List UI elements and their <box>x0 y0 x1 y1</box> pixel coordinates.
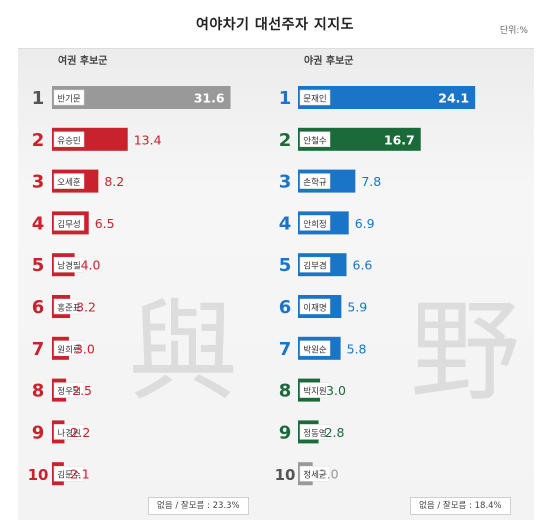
opposition-name-chip <box>299 340 331 357</box>
opposition-rank-label: 9 <box>279 422 292 443</box>
ruling-rank-label: 8 <box>32 381 45 402</box>
opposition-value-label: 2.0 <box>319 467 339 482</box>
ruling-value-label: 13.4 <box>134 132 162 147</box>
ruling-value-label: 3.0 <box>75 341 95 356</box>
ruling-rank-label: 5 <box>32 255 45 276</box>
ruling-name-chip <box>53 465 85 482</box>
opposition-value-label: 7.8 <box>361 174 381 189</box>
opposition-value-label: 24.1 <box>438 91 469 106</box>
ruling-value-label: 2.5 <box>72 383 92 398</box>
opposition-name-chip <box>299 382 331 398</box>
ruling-rank-label: 6 <box>32 297 45 318</box>
opposition-category-label: 문재인 <box>303 94 326 105</box>
ruling-value-label: 6.5 <box>95 216 115 231</box>
opposition-category-label: 이재명 <box>303 303 326 314</box>
opposition-name-chip <box>299 215 331 231</box>
ruling-rank-label: 7 <box>32 339 45 360</box>
ruling-rank-label: 4 <box>32 213 45 234</box>
ruling-category-label: 나경원 <box>57 428 80 439</box>
opposition-bar <box>298 86 476 109</box>
opposition-value-label: 6.9 <box>355 216 375 231</box>
ruling-rank-label: 3 <box>32 172 45 193</box>
ruling-category-label: 반기문 <box>57 94 81 105</box>
opposition-name-chip <box>299 298 331 315</box>
opposition-name-chip <box>299 173 331 189</box>
ruling-value-label: 31.6 <box>194 91 225 106</box>
unit-label: 단위:% <box>499 26 528 36</box>
opposition-rank-label: 6 <box>279 297 292 318</box>
opposition-value-label: 2.8 <box>325 425 345 440</box>
ruling-group-label: 여권 후보군 <box>58 56 108 67</box>
opposition-category-label: 안희정 <box>303 219 326 230</box>
opposition-name-chip <box>299 465 331 482</box>
opposition-category-label: 안철수 <box>303 135 327 146</box>
ruling-name-chip <box>53 173 85 189</box>
chart-panel <box>18 48 534 520</box>
opposition-category-label: 김부겸 <box>303 261 326 272</box>
ruling-value-label: 2.1 <box>70 467 90 482</box>
opposition-rank-label: 2 <box>279 130 292 151</box>
opposition-rank-label: 10 <box>275 466 296 484</box>
opposition-name-chip <box>299 89 331 106</box>
ruling-category-label: 남경필 <box>57 261 80 272</box>
ruling-value-label: 3.2 <box>76 300 96 315</box>
ruling-name-chip <box>53 215 85 231</box>
opposition-group-label: 야권 후보군 <box>304 56 354 67</box>
opposition-rank-label: 4 <box>279 213 292 234</box>
ruling-rank-label: 9 <box>32 422 45 443</box>
opposition-name-chip <box>299 131 331 148</box>
ruling-value-label: 4.0 <box>81 258 101 273</box>
ruling-category-label: 김문수 <box>57 470 81 481</box>
opposition-value-label: 3.0 <box>326 383 346 398</box>
ruling-category-label: 오세훈 <box>57 177 81 188</box>
opposition-category-label: 박원순 <box>303 344 327 355</box>
ruling-name-chip <box>53 298 85 315</box>
opposition-name-chip <box>299 424 331 440</box>
opposition-rank-label: 8 <box>279 381 292 402</box>
opposition-category-label: 손학규 <box>303 177 327 188</box>
ruling-category-label: 유승민 <box>57 135 80 146</box>
ruling-category-label: 정우택 <box>57 386 80 397</box>
ruling-name-chip <box>53 256 85 273</box>
opposition-rank-label: 5 <box>279 255 292 276</box>
opposition-rank-label: 7 <box>279 339 292 360</box>
opposition-value-label: 5.9 <box>347 300 367 315</box>
ruling-rank-label: 1 <box>32 88 45 109</box>
ruling-name-chip <box>53 340 85 357</box>
ruling-rank-label: 10 <box>28 466 49 484</box>
ruling-name-chip <box>53 89 85 106</box>
ruling-value-label: 2.2 <box>70 425 90 440</box>
ruling-category-label: 홍준표 <box>57 303 81 314</box>
ruling-value-label: 8.2 <box>104 174 124 189</box>
opposition-value-label: 6.6 <box>353 258 373 273</box>
opposition-category-label: 정세균 <box>303 470 327 481</box>
opposition-rank-label: 1 <box>279 88 292 109</box>
opposition-category-label: 박지원 <box>303 386 326 397</box>
opposition-value-label: 5.8 <box>347 341 367 356</box>
chart-title: 여야차기 대선주자 지지도 <box>196 17 354 33</box>
opposition-rank-label: 3 <box>279 172 292 193</box>
ruling-name-chip <box>53 382 85 398</box>
ruling-rank-label: 2 <box>32 130 45 151</box>
opposition-category-label: 정동영 <box>303 428 326 439</box>
opposition-value-label: 16.7 <box>384 132 415 147</box>
opposition-name-chip <box>299 256 331 273</box>
ruling-name-chip <box>53 131 85 148</box>
ruling-category-label: 김무성 <box>57 219 80 230</box>
opposition-no-answer-note: 없음 / 잘모름 : 18.4% <box>410 497 511 515</box>
ruling-category-label: 원희룡 <box>57 344 81 355</box>
ruling-no-answer-note: 없음 / 잘모름 : 23.3% <box>148 497 249 515</box>
ruling-name-chip <box>53 424 85 440</box>
ruling-bar <box>52 86 231 109</box>
